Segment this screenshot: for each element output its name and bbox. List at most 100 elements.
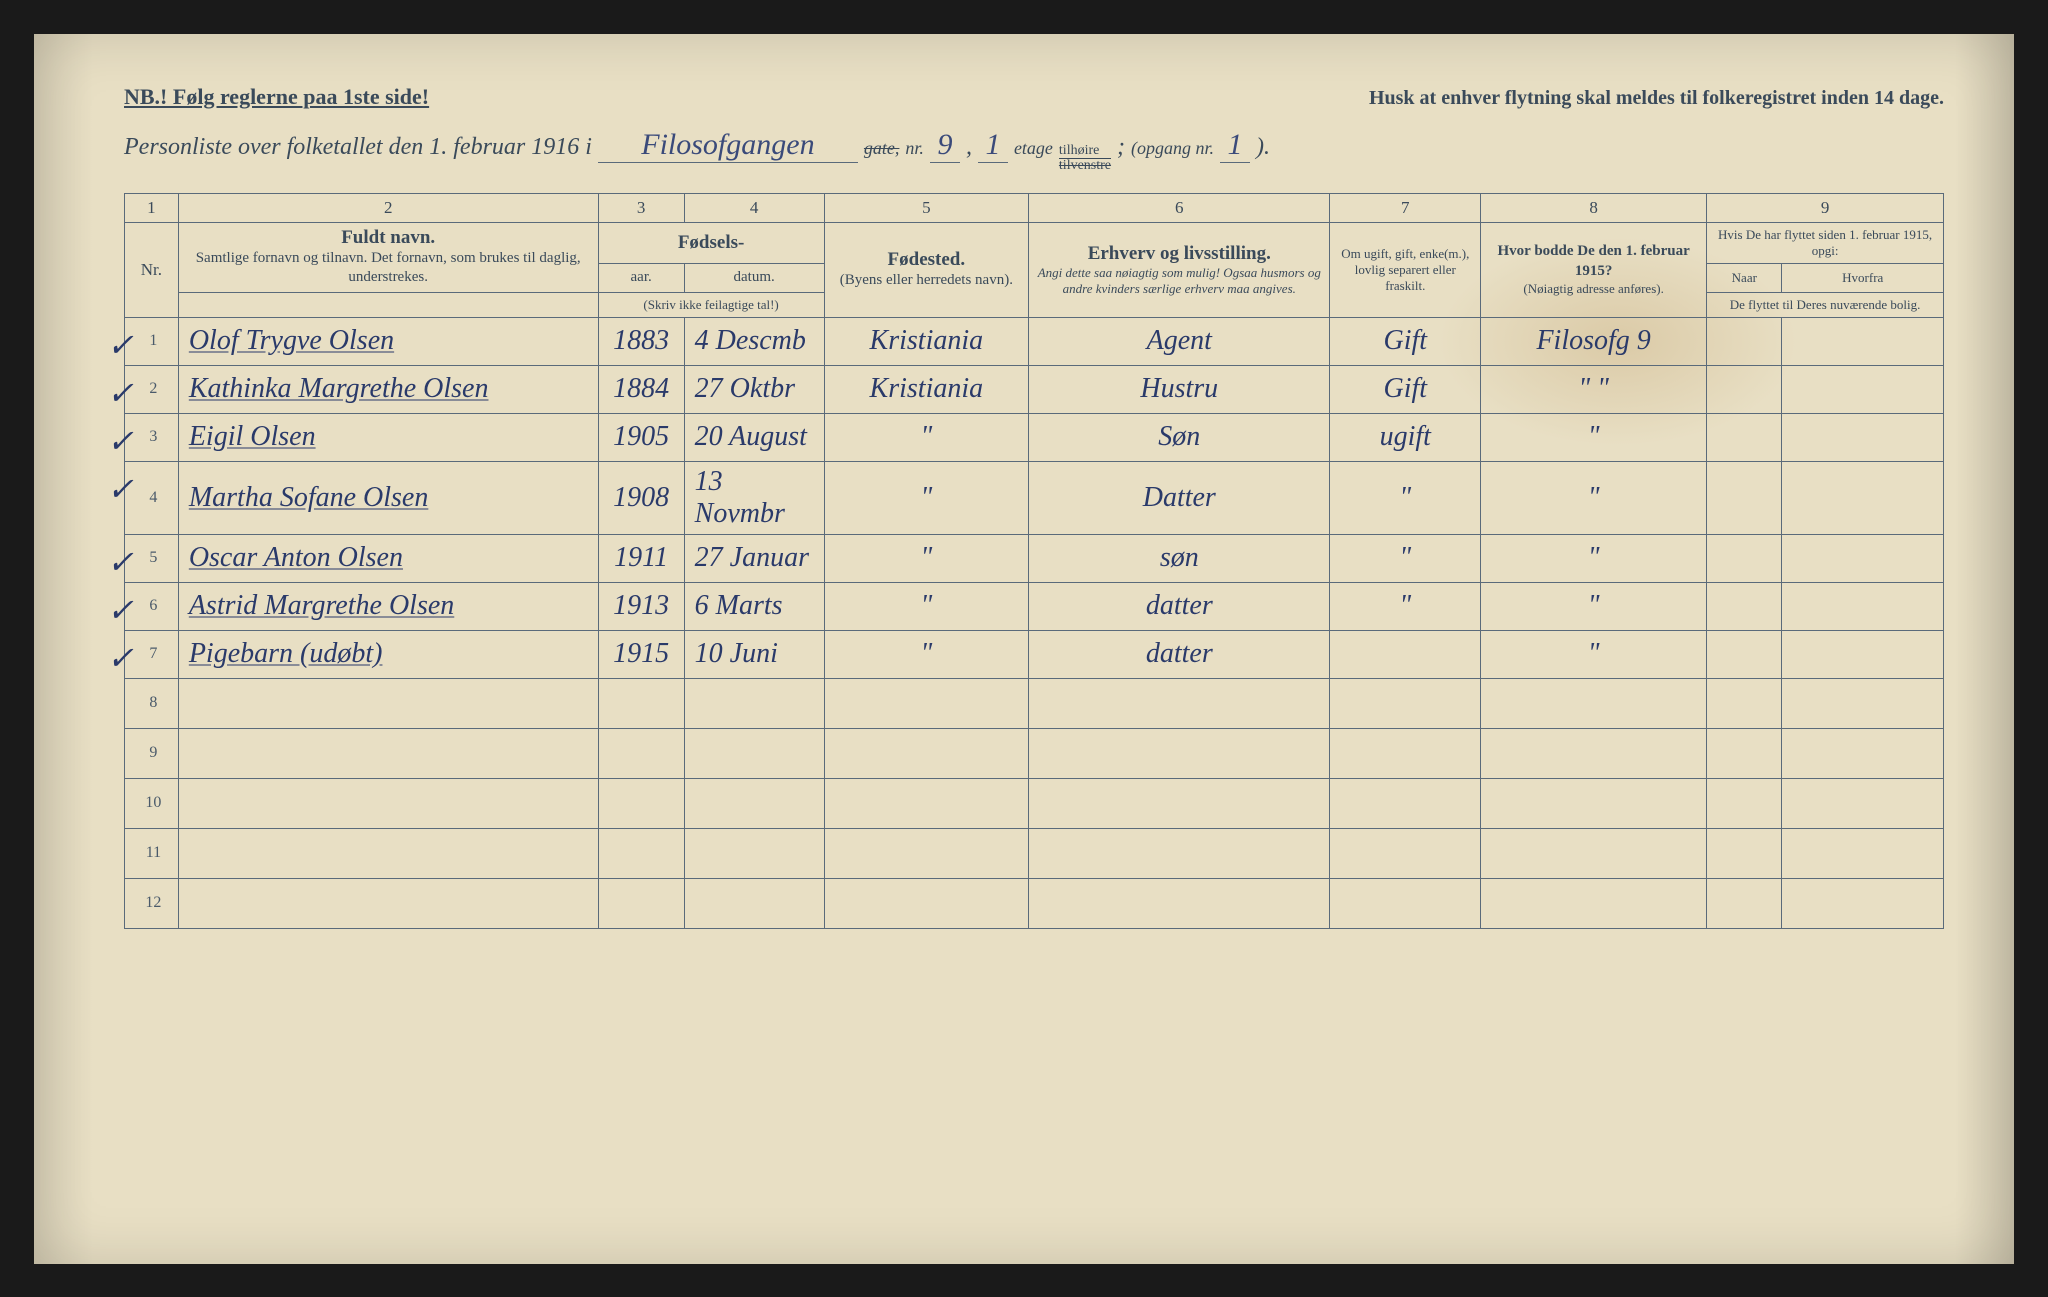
cell-date: 27 Oktbr	[684, 365, 824, 413]
colnum-6: 6	[1029, 193, 1330, 222]
cell-status: Gift	[1330, 365, 1481, 413]
row-number: 11	[125, 828, 179, 878]
table-row: ✓2Kathinka Margrethe Olsen188427 OktbrKr…	[125, 365, 1944, 413]
side-left: tilvenstre	[1059, 159, 1111, 173]
cell-naar	[1707, 413, 1782, 461]
cell-birthplace: "	[824, 582, 1029, 630]
colnum-5: 5	[824, 193, 1029, 222]
cell-name: Olof Trygve Olsen	[178, 317, 598, 365]
colnum-1: 1	[125, 193, 179, 222]
row-number: 12	[125, 878, 179, 928]
row-number: ✓5	[125, 534, 179, 582]
row-number: ✓2	[125, 365, 179, 413]
head-name: Fuldt navn. Samtlige fornavn og tilnavn.…	[178, 222, 598, 292]
street-field: Filosofgangen	[598, 128, 858, 163]
head-occ-sub: Angi dette saa nøiagtig som mulig! Ogsaa…	[1035, 265, 1323, 297]
cell-year: 1911	[598, 534, 684, 582]
cell-from	[1782, 365, 1944, 413]
cell-occupation: Datter	[1029, 461, 1330, 534]
cell-date: 13 Novmbr	[684, 461, 824, 534]
house-number: 9	[930, 128, 960, 163]
cell-year: 1913	[598, 582, 684, 630]
cell-name: Pigebarn (udøbt)	[178, 630, 598, 678]
close-paren: ).	[1256, 134, 1270, 161]
cell-addr1915: "	[1481, 582, 1707, 630]
cell-naar	[1707, 582, 1782, 630]
cell-addr1915: "	[1481, 461, 1707, 534]
cell-name: Eigil Olsen	[178, 413, 598, 461]
head-birth-note: (Skriv ikke feilagtige tal!)	[598, 292, 824, 317]
head-year: aar.	[598, 263, 684, 292]
cell-addr1915: "	[1481, 413, 1707, 461]
head-nr: Nr.	[125, 222, 179, 317]
cell-from	[1782, 630, 1944, 678]
cell-from	[1782, 534, 1944, 582]
cell-year: 1883	[598, 317, 684, 365]
row-number: ✓3	[125, 413, 179, 461]
cell-birthplace: "	[824, 630, 1029, 678]
cell-date: 10 Juni	[684, 630, 824, 678]
table-row-empty: 9	[125, 728, 1944, 778]
check-mark: ✓	[107, 591, 134, 629]
cell-naar	[1707, 534, 1782, 582]
table-row-empty: 10	[125, 778, 1944, 828]
check-mark: ✓	[107, 422, 134, 460]
check-mark: ✓	[107, 639, 134, 677]
head-occ: Erhverv og livsstilling. Angi dette saa …	[1029, 222, 1330, 317]
table-row: ✓7Pigebarn (udøbt)191510 Juni"datter"	[125, 630, 1944, 678]
head-date: datum.	[684, 263, 824, 292]
head-moved-sub: De flyttet til Deres nuværende bolig.	[1707, 292, 1944, 317]
gate-label: gate,	[864, 138, 900, 159]
colnum-7: 7	[1330, 193, 1481, 222]
row-number: ✓1	[125, 317, 179, 365]
row-number: ✓4	[125, 461, 179, 534]
colnum-9: 9	[1707, 193, 1944, 222]
colnum-2: 2	[178, 193, 598, 222]
header-line-2: Personliste over folketallet den 1. febr…	[124, 128, 1944, 173]
cell-name: Martha Sofane Olsen	[178, 461, 598, 534]
semicolon: ;	[1117, 134, 1125, 161]
head-occ-main: Erhverv og livsstilling.	[1035, 243, 1323, 265]
cell-status: Gift	[1330, 317, 1481, 365]
cell-naar	[1707, 461, 1782, 534]
check-mark: ✓	[107, 543, 134, 581]
colnum-4: 4	[684, 193, 824, 222]
head-1915: Hvor bodde De den 1. februar 1915? (Nøia…	[1481, 222, 1707, 317]
table-row: ✓5Oscar Anton Olsen191127 Januar"søn""	[125, 534, 1944, 582]
head-moved: Hvis De har flyttet siden 1. februar 191…	[1707, 222, 1944, 263]
side-fraction: tilhøire tilvenstre	[1059, 144, 1111, 173]
head-name-sub: Samtlige fornavn og tilnavn. Det fornavn…	[185, 249, 592, 288]
head-hvorfra: Hvorfra	[1782, 263, 1944, 292]
row-number: 9	[125, 728, 179, 778]
head-1915-sub: (Nøiagtig adresse anføres).	[1487, 281, 1700, 297]
cell-status	[1330, 630, 1481, 678]
cell-name: Astrid Margrethe Olsen	[178, 582, 598, 630]
header-line-1: NB.! Følg reglerne paa 1ste side! Husk a…	[124, 84, 1944, 110]
check-mark: ✓	[107, 374, 134, 412]
row-number: 10	[125, 778, 179, 828]
table-row-empty: 11	[125, 828, 1944, 878]
head-birthplace: Fødested. (Byens eller herredets navn).	[824, 222, 1029, 317]
cell-from	[1782, 582, 1944, 630]
cell-date: 27 Januar	[684, 534, 824, 582]
cell-addr1915: " "	[1481, 365, 1707, 413]
cell-date: 4 Descmb	[684, 317, 824, 365]
cell-status: ugift	[1330, 413, 1481, 461]
cell-name: Kathinka Margrethe Olsen	[178, 365, 598, 413]
cell-occupation: søn	[1029, 534, 1330, 582]
cell-occupation: Hustru	[1029, 365, 1330, 413]
etage-label: etage	[1014, 138, 1053, 159]
cell-birthplace: "	[824, 461, 1029, 534]
cell-occupation: Søn	[1029, 413, 1330, 461]
cell-status: "	[1330, 461, 1481, 534]
cell-occupation: Agent	[1029, 317, 1330, 365]
cell-date: 6 Marts	[684, 582, 824, 630]
cell-occupation: datter	[1029, 630, 1330, 678]
head-1915-main: Hvor bodde De den 1. februar 1915?	[1487, 242, 1700, 281]
table-row: ✓4Martha Sofane Olsen190813 Novmbr"Datte…	[125, 461, 1944, 534]
table-head: 1 2 3 4 5 6 7 8 9 Nr. Fuldt navn. Samtli…	[125, 193, 1944, 317]
table-row-empty: 12	[125, 878, 1944, 928]
cell-addr1915: "	[1481, 630, 1707, 678]
head-birthplace-sub: (Byens eller herredets navn).	[831, 271, 1023, 291]
row-number: 8	[125, 678, 179, 728]
